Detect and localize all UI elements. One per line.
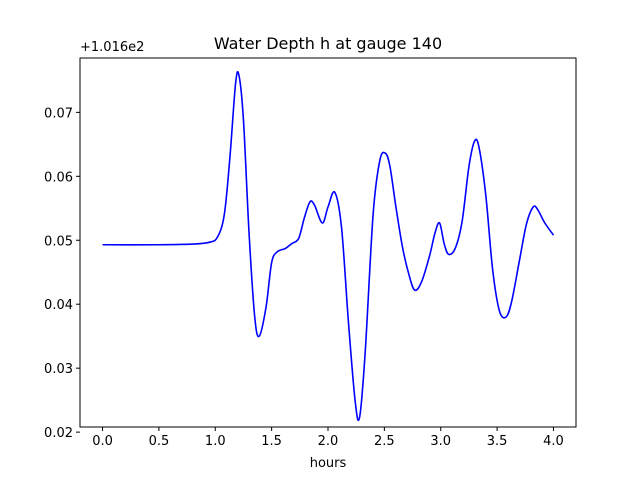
x-axis: 0.0 0.5 1.0 1.5 2.0 2.5 3.0 3.5 4.0 (92, 427, 564, 449)
y-axis: 0.02 0.03 0.04 0.05 0.06 0.07 (44, 106, 80, 441)
x-tick-label: 1.0 (205, 434, 226, 449)
x-tick-label: 3.0 (430, 434, 451, 449)
series-line (102, 70, 555, 422)
x-tick-label: 0.5 (149, 434, 170, 449)
x-axis-label: hours (310, 456, 347, 471)
chart-title: Water Depth h at gauge 140 (214, 34, 442, 53)
x-tick-label: 1.5 (261, 434, 282, 449)
plot-area (80, 58, 576, 427)
y-offset-label: +1.016e2 (80, 40, 144, 55)
x-tick-label: 3.5 (487, 434, 508, 449)
x-tick-label: 2.0 (318, 434, 339, 449)
y-tick-label: 0.03 (44, 362, 73, 377)
y-tick-label: 0.07 (44, 106, 73, 121)
plot-frame (79, 57, 577, 428)
x-tick-label: 2.5 (374, 434, 395, 449)
y-tick-label: 0.05 (44, 234, 73, 249)
y-tick-label: 0.06 (44, 170, 73, 185)
x-tick-label: 0.0 (92, 434, 113, 449)
y-tick-label: 0.04 (44, 298, 73, 313)
y-tick-label: 0.02 (44, 426, 73, 441)
x-tick-label: 4.0 (543, 434, 564, 449)
